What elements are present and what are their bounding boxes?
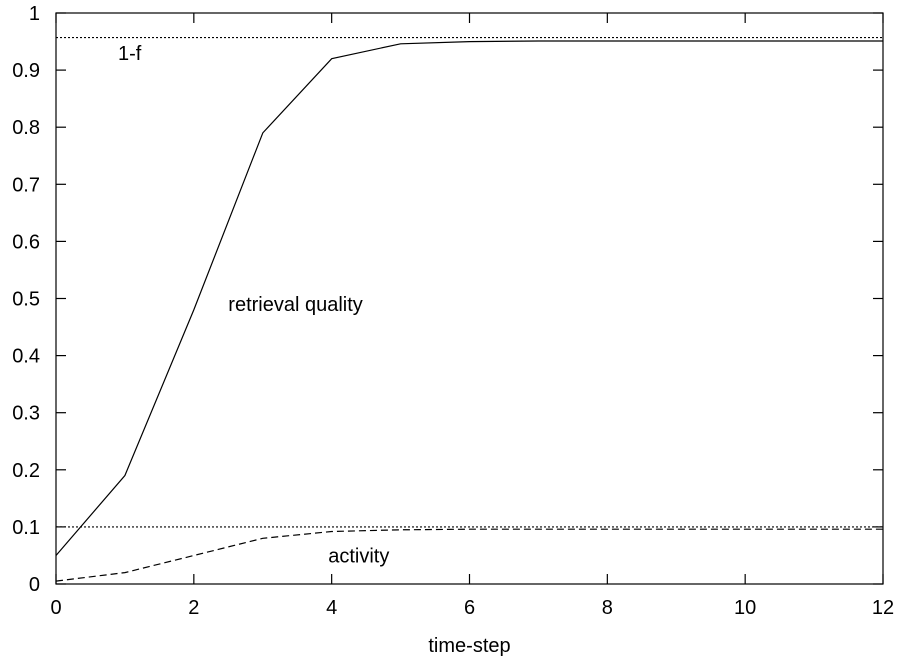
x-tick-label: 12 [872,597,894,619]
annotation-label: activity [328,545,389,567]
y-tick-label: 0.7 [12,174,40,196]
series-lines [55,40,883,582]
y-tick-label: 0.4 [12,346,40,368]
y-tick-label: 0 [29,574,40,596]
y-tick-label: 0.8 [12,117,40,139]
x-tick-label: 6 [464,597,475,619]
y-tick-label: 0.3 [12,403,40,425]
x-tick-label: 8 [602,597,613,619]
annotations: 1-f retrieval quality activity [118,43,389,567]
x-tick-label: 4 [326,597,337,619]
y-tick-label: 0.1 [12,517,40,539]
x-tick-label: 0 [50,597,61,619]
x-tick-label: 10 [734,597,756,619]
y-tick-label: 0.5 [12,289,40,311]
plot-frame [55,12,884,585]
x-tick-label: 2 [188,597,199,619]
y-tick-label: 1 [29,3,40,25]
annotation-label: 1-f [118,43,142,65]
reference-lines [56,37,883,528]
y-tick-label: 0.2 [12,460,40,482]
y-tick-label: 0.9 [12,60,40,82]
activity-line [55,528,883,582]
y-tick-label: 0.6 [12,231,40,253]
retrieval-quality-line [55,40,883,556]
axis-ticks: 0 2 4 6 8 10 12 0 0.1 0.2 0.3 0.4 0.5 0.6 0.7 0.8 0.9 1 [12,3,894,619]
annotation-label: retrieval quality [228,294,363,316]
x-axis-label: time-step [428,635,510,657]
